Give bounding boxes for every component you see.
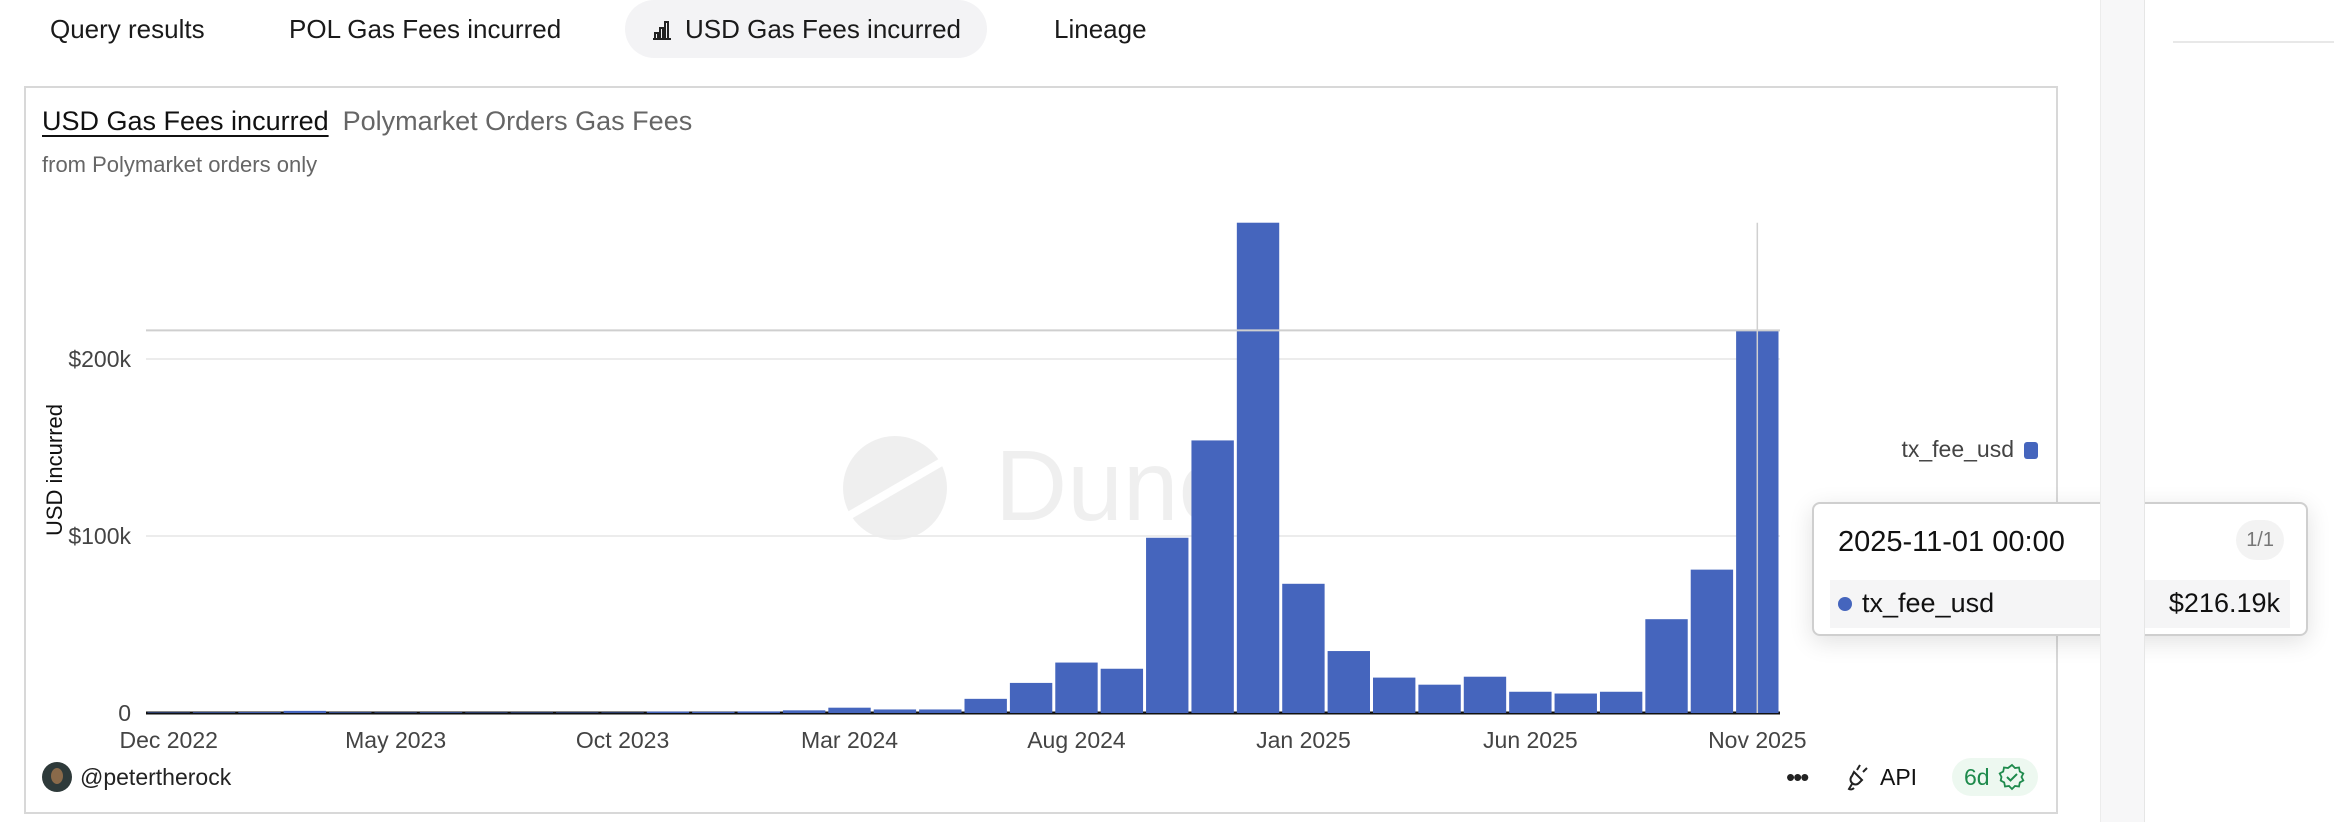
api-button[interactable]: API [1846,762,1917,792]
x-tick-label: Mar 2024 [801,727,898,753]
bar[interactable] [192,712,236,713]
bar[interactable] [465,712,508,713]
tooltip-value: $216.19k [2168,588,2280,618]
watermark-dune-logo: Dune [843,430,1234,542]
legend-item-tx-fee-usd[interactable]: tx_fee_usd [1901,436,2038,463]
bar[interactable] [1282,583,1325,713]
bar[interactable] [964,698,1007,713]
bar[interactable] [419,712,463,713]
verified-check-icon [1998,763,2025,791]
y-axis-label: USD incurred [42,404,67,536]
bar[interactable] [1645,619,1688,713]
bar[interactable] [283,710,327,713]
bar[interactable] [1373,677,1416,713]
series-dot-icon [1838,597,1852,611]
bar[interactable] [782,710,826,713]
x-tick-label: Nov 2025 [1708,727,1806,753]
tab-query-results[interactable]: Query results [50,14,205,44]
tooltip-count: 1/1 [2236,520,2284,560]
bar[interactable] [1690,569,1734,713]
y-tick-label: $100k [68,523,131,549]
legend-label: tx_fee_usd [1901,436,2014,462]
side-panel-separator [2173,41,2334,43]
bar-chart-icon [653,21,671,40]
more-options-button[interactable]: ••• [1786,762,1809,792]
bar[interactable] [556,712,599,713]
bar[interactable] [1599,691,1643,713]
bar[interactable] [601,712,644,713]
bar[interactable] [646,711,690,713]
bar[interactable] [510,712,553,713]
legend-swatch [2024,442,2038,459]
chart-tooltip: 2025-11-01 00:00 1/1 tx_fee_usd $216.19k [1812,502,2308,636]
panel-divider[interactable] [2100,0,2145,822]
bar[interactable] [238,712,281,713]
tooltip-date: 2025-11-01 00:00 [1838,526,2065,558]
x-tick-label: May 2023 [345,727,446,753]
x-tick-label: Aug 2024 [1027,727,1126,753]
x-tick-label: Dec 2022 [119,727,217,753]
bar[interactable] [737,711,780,713]
bar[interactable] [873,709,917,713]
x-tick-label: Jun 2025 [1483,727,1578,753]
bar[interactable] [1100,668,1144,713]
bar[interactable] [1191,440,1234,713]
chart-title: USD Gas Fees incurred Polymarket Orders G… [42,106,692,137]
bar[interactable] [692,711,735,713]
query-name[interactable]: Polymarket Orders Gas Fees [342,106,693,136]
bar[interactable] [1418,684,1461,713]
freshness-badge[interactable]: 6d [1952,758,2038,796]
bar[interactable] [374,712,417,713]
y-tick-label: $200k [68,346,131,372]
tooltip-row: tx_fee_usd $216.19k [1830,580,2290,628]
bar[interactable] [828,707,871,713]
bar[interactable] [147,712,190,713]
tab-pol-gas-fees[interactable]: POL Gas Fees incurred [289,14,562,44]
bar[interactable] [1009,682,1053,713]
bar[interactable] [919,709,962,713]
freshness-label: 6d [1964,763,1990,790]
author-name: @petertherock [80,763,232,790]
bar[interactable] [1463,676,1507,713]
tooltip-series-name: tx_fee_usd [1862,588,1995,618]
x-tick-label: Jan 2025 [1256,727,1351,753]
x-tick-label: Oct 2023 [576,727,669,753]
plug-icon [1847,764,1868,791]
bar[interactable] [1554,693,1597,713]
avatar [42,762,72,792]
author-link[interactable]: @petertherock [42,762,231,792]
chart-description: from Polymarket orders only [42,152,318,177]
tab-label: USD Gas Fees incurred [685,14,961,44]
bar[interactable] [1509,691,1552,713]
y-tick-label: 0 [118,700,131,726]
bar[interactable] [329,712,372,713]
bar[interactable] [1327,651,1370,713]
bar[interactable] [1146,537,1189,713]
bar[interactable] [1236,222,1280,713]
tab-usd-gas-fees[interactable]: USD Gas Fees incurred [625,0,987,58]
tab-lineage[interactable]: Lineage [1054,14,1147,44]
bar-chart: Dune 0 $100k $200k Dec 2022 May 2023 Oct 202… [42,222,1807,753]
visualization-title-link[interactable]: USD Gas Fees incurred [42,106,329,136]
api-label: API [1880,763,1918,790]
bar[interactable] [1055,662,1098,713]
